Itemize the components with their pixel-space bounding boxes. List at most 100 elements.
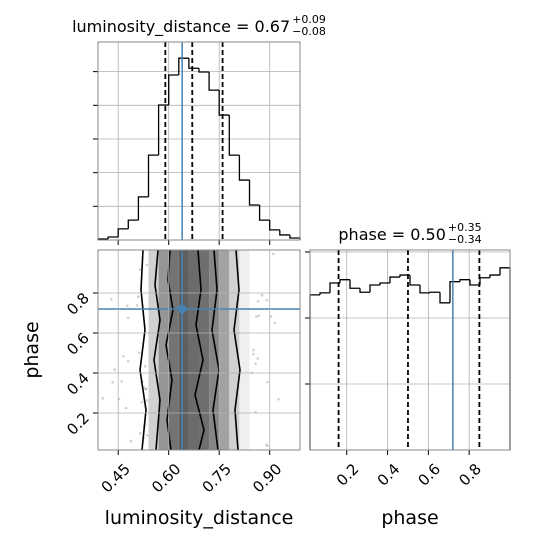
sample-dot: [265, 443, 268, 447]
axes-frame: [97, 41, 301, 241]
hist-step: [157, 104, 169, 156]
sample-dot: [252, 348, 255, 352]
y-tick-label: 0.2: [63, 409, 93, 439]
hist-step: [289, 234, 301, 240]
panel-title: phase = 0.50: [338, 225, 445, 244]
density-band: [209, 250, 220, 450]
y-tick-label: 0.8: [63, 289, 93, 319]
contour: [165, 249, 174, 451]
sample-dot: [126, 359, 130, 363]
sample-dot: [265, 298, 269, 302]
sample-dot: [269, 315, 273, 318]
x-tick-label: 0.6: [415, 460, 445, 490]
sample-dot: [126, 316, 130, 320]
hist-step: [269, 220, 280, 231]
density-band: [219, 250, 230, 450]
hist-step: [339, 279, 350, 284]
sample-dot: [111, 380, 114, 384]
x-axis-label: phase: [381, 507, 438, 529]
axes-frame: [309, 249, 511, 451]
density-band: [239, 250, 250, 450]
sample-dot: [273, 321, 277, 325]
hist-step: [188, 58, 199, 69]
sample-dot: [122, 354, 125, 358]
sample-dot: [101, 397, 105, 400]
axes-frame: [97, 249, 301, 451]
density-band: [188, 250, 199, 450]
title-upper: +0.35: [448, 221, 482, 234]
hist-step: [238, 155, 250, 181]
sample-dot: [252, 352, 255, 356]
hist-step: [419, 284, 430, 294]
hist-step: [319, 292, 330, 295]
density-bands: [148, 250, 250, 450]
sample-dot: [140, 400, 144, 404]
title-lower: −0.08: [292, 25, 326, 38]
contour: [194, 249, 205, 451]
hist-step: [258, 204, 270, 221]
sample-dot: [271, 252, 275, 256]
sample-dot: [137, 295, 140, 299]
sample-dot: [124, 406, 128, 410]
sample-dot: [265, 380, 269, 384]
x-tick-label: 0.45: [98, 460, 134, 496]
sample-dot: [256, 300, 260, 303]
sample-dot: [129, 439, 133, 443]
hist-step: [389, 276, 400, 284]
contour: [153, 249, 161, 451]
hist-step: [208, 71, 220, 91]
contour: [139, 249, 147, 451]
x-tick-label: 0.4: [374, 460, 404, 490]
sample-dot: [109, 297, 113, 301]
sample-dot: [260, 293, 264, 297]
density-band: [168, 250, 179, 450]
density-band: [229, 250, 240, 450]
hist-step: [439, 292, 450, 304]
title-upper: +0.09: [292, 13, 326, 26]
hist-step: [168, 74, 179, 105]
contours: [139, 249, 241, 451]
sample-dot: [256, 357, 260, 360]
hist-step: [409, 275, 420, 286]
truth-point: [177, 304, 187, 314]
sample-dot: [144, 387, 147, 391]
hist-step: [479, 277, 490, 285]
density-band: [148, 250, 159, 450]
x-tick-label: 0.75: [199, 460, 235, 496]
x-axis-label: luminosity_distance: [105, 507, 294, 529]
hist-step: [147, 154, 159, 197]
hist-step: [228, 115, 240, 156]
sample-dot: [138, 268, 142, 272]
sample-dot: [137, 351, 141, 355]
sample-dot: [257, 314, 261, 318]
title-lower: −0.34: [448, 233, 482, 246]
sample-dot: [144, 387, 148, 391]
hist-step: [117, 228, 129, 237]
hist-step: [499, 267, 511, 450]
hist-step: [248, 180, 260, 206]
sample-dot: [266, 444, 269, 448]
sample-dot: [145, 434, 149, 437]
sample-dot: [145, 398, 149, 402]
contour: [211, 249, 220, 451]
density-band: [158, 250, 169, 450]
hist-step: [429, 291, 440, 293]
hist-step: [127, 219, 139, 229]
hist-step: [107, 236, 119, 239]
hist-step: [379, 282, 390, 285]
sample-dot: [145, 263, 149, 267]
sample-dot: [113, 368, 117, 372]
panel-title: luminosity_distance = 0.67: [72, 17, 290, 37]
hist-step: [137, 196, 149, 221]
density-band: [178, 250, 189, 450]
hist-step: [489, 274, 500, 278]
y-tick-label: 0.6: [63, 329, 93, 359]
hist-step: [459, 279, 470, 282]
sample-dot: [120, 379, 123, 383]
hist-step: [279, 229, 290, 236]
contour: [233, 249, 241, 451]
sample-dot: [143, 364, 147, 368]
sample-dot: [254, 362, 257, 365]
hist-step: [369, 284, 380, 293]
